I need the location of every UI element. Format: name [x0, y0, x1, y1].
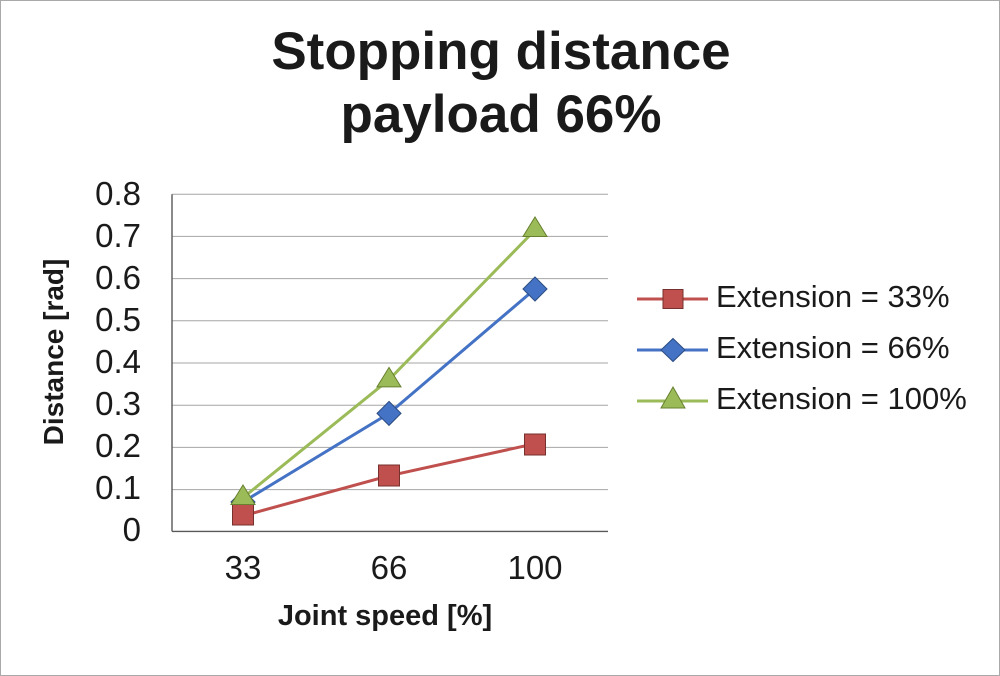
svg-text:0.2: 0.2	[95, 427, 141, 464]
svg-text:0.5: 0.5	[95, 301, 141, 338]
svg-text:33: 33	[225, 549, 262, 586]
svg-text:Joint speed [%]: Joint speed [%]	[278, 600, 492, 632]
svg-text:0.6: 0.6	[95, 259, 141, 296]
svg-text:100: 100	[507, 549, 562, 586]
svg-text:0.1: 0.1	[95, 469, 141, 506]
svg-text:0: 0	[123, 511, 141, 548]
svg-text:0.7: 0.7	[95, 217, 141, 254]
svg-text:0.4: 0.4	[95, 343, 141, 380]
svg-text:0.3: 0.3	[95, 385, 141, 422]
svg-text:Extension = 66%: Extension = 66%	[716, 330, 950, 365]
svg-text:Extension = 100%: Extension = 100%	[716, 381, 967, 416]
svg-text:Extension = 33%: Extension = 33%	[716, 279, 950, 314]
svg-text:66: 66	[371, 549, 408, 586]
svg-text:Distance [rad]: Distance [rad]	[38, 259, 69, 446]
svg-text:0.8: 0.8	[95, 175, 141, 212]
